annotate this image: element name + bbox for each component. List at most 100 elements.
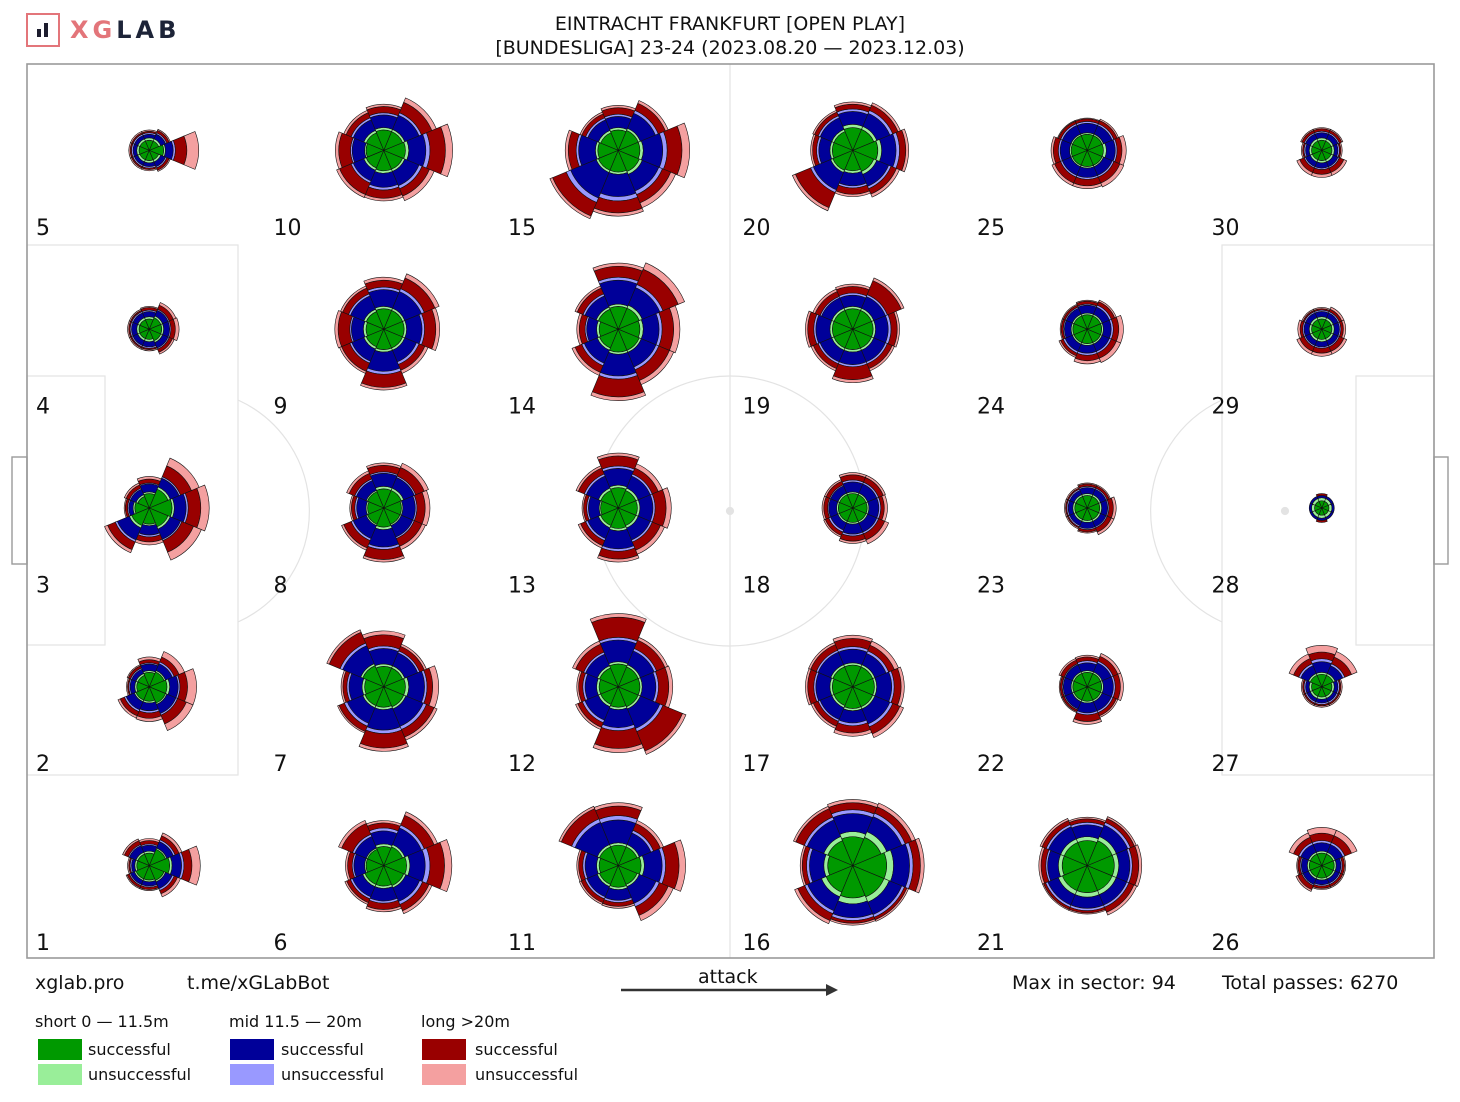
brand-name-part1: XG — [70, 16, 117, 44]
rose-segment-20-N-long_unsuccessful — [833, 101, 872, 109]
rose-segment-5-E-mid_successful — [163, 140, 174, 160]
rose-segment-23-E-long_unsuccessful — [1110, 496, 1117, 520]
legend-long-title: long >20m — [421, 1012, 510, 1031]
rose-segment-23-SE-long_unsuccessful — [1096, 517, 1115, 536]
rose-zone-22 — [1058, 653, 1124, 725]
rose-zone-14 — [571, 262, 686, 401]
rose-segment-9-SE-long_unsuccessful — [400, 345, 429, 374]
rose-segment-1-N-mid_successful — [141, 844, 158, 853]
rose-segment-9-N-long_unsuccessful — [363, 276, 405, 285]
rose-segment-13-S-long_unsuccessful — [597, 554, 640, 563]
rose-zone-18 — [821, 472, 890, 545]
rose-segment-19-S-long_unsuccessful — [831, 375, 874, 383]
rose-segment-24-NE-long_unsuccessful — [1098, 299, 1117, 319]
rose-segment-5-E-long_unsuccessful — [183, 131, 199, 170]
legend-short-unsuccessful-label: unsuccessful — [88, 1065, 192, 1084]
right-penalty-arc — [1150, 399, 1223, 623]
rose-segment-10-E-long_unsuccessful — [440, 123, 453, 178]
rose-segment-11-E-long_unsuccessful — [674, 839, 686, 892]
rose-segment-22-S-long_unsuccessful — [1072, 718, 1103, 725]
rose-segment-6-SE-long_unsuccessful — [402, 883, 433, 915]
rose-segment-28-SE-mid_successful — [1325, 511, 1334, 520]
rose-segment-21-N-mid_successful — [1071, 824, 1104, 840]
rose-segment-20-W-mid_successful — [818, 137, 833, 164]
rose-segment-10-SE-long_unsuccessful — [402, 168, 435, 202]
zone-label-2: 2 — [36, 752, 50, 777]
rose-segment-22-NW-long_unsuccessful — [1058, 658, 1077, 677]
rose-segment-30-SE-long_unsuccessful — [1330, 159, 1348, 176]
zone-label-16: 16 — [743, 931, 771, 956]
rose-segment-9-S-long_unsuccessful — [360, 382, 408, 391]
zone-label-21: 21 — [977, 931, 1005, 956]
rose-segment-21-NW-long_unsuccessful — [1039, 818, 1069, 848]
zone-label-17: 17 — [743, 752, 771, 777]
rose-segment-24-W-mid_successful — [1064, 320, 1073, 339]
bot-link[interactable]: t.me/xGLabBot — [187, 972, 330, 994]
rose-segment-25-E-long_unsuccessful — [1118, 135, 1127, 166]
pitch-markings — [26, 64, 1435, 958]
legend-long-successful-swatch — [422, 1039, 466, 1060]
rose-segment-3-SE-long_unsuccessful — [167, 525, 202, 561]
rose-zone-23 — [1064, 482, 1117, 536]
rose-zone-24 — [1058, 299, 1124, 365]
rose-segment-2-SE-long_unsuccessful — [164, 701, 194, 731]
rose-segment-23-N-mid_successful — [1079, 487, 1096, 496]
zone-label-28: 28 — [1212, 573, 1240, 598]
rose-segment-19-NE-long_unsuccessful — [872, 277, 905, 310]
rose-zone-5 — [128, 128, 199, 172]
rose-zone-29 — [1296, 306, 1348, 357]
rose-segment-4-E-mid_successful — [162, 320, 170, 338]
rose-segment-10-N-long_unsuccessful — [365, 103, 402, 111]
rose-segment-17-N-long_unsuccessful — [832, 635, 873, 643]
rose-segment-20-NE-long_unsuccessful — [871, 102, 901, 133]
rose-segment-15-SW-long_unsuccessful — [549, 177, 592, 220]
rose-zone-12 — [572, 613, 687, 755]
rose-zone-9 — [334, 273, 440, 391]
rose-segment-1-E-mid_successful — [169, 852, 182, 879]
rose-segment-18-SE-long_unsuccessful — [865, 520, 890, 545]
rose-segment-5-SE-long_unsuccessful — [157, 158, 171, 172]
rose-segment-2-N-long_unsuccessful — [137, 656, 162, 663]
rose-segment-7-E-long_unsuccessful — [428, 665, 439, 709]
zone-label-12: 12 — [508, 752, 536, 777]
rose-segment-9-NE-long_unsuccessful — [404, 273, 440, 309]
rose-segment-8-S-long_unsuccessful — [362, 555, 405, 563]
rose-segment-16-SE-long_unsuccessful — [874, 887, 909, 922]
zone-label-4: 4 — [36, 395, 50, 420]
rose-segment-14-NW-long_unsuccessful — [574, 285, 602, 313]
rose-segment-25-SE-long_unsuccessful — [1100, 163, 1125, 188]
rose-zone-30 — [1296, 127, 1348, 178]
rose-segment-6-E-long_unsuccessful — [439, 839, 453, 893]
rose-segment-15-S-long_unsuccessful — [592, 207, 644, 217]
rose-zone-7 — [326, 629, 439, 752]
rose-segment-16-NW-long_unsuccessful — [793, 805, 830, 843]
rose-segment-22-W-mid_successful — [1063, 677, 1073, 697]
zone-label-19: 19 — [743, 395, 771, 420]
rose-segment-23-N-long_unsuccessful — [1077, 482, 1098, 487]
rose-segment-24-E-mid_successful — [1101, 319, 1112, 339]
rose-segment-30-NW-long_unsuccessful — [1300, 128, 1314, 143]
bar-chart-icon — [26, 13, 60, 47]
site-link[interactable]: xglab.pro — [35, 972, 125, 994]
rose-segment-12-SE-long_unsuccessful — [644, 713, 687, 755]
zone-label-14: 14 — [508, 395, 536, 420]
brand-logo: XGLAB — [26, 12, 180, 48]
rose-segment-20-E-mid_successful — [879, 133, 897, 168]
total-passes: Total passes: 6270 — [1222, 972, 1399, 994]
rose-segment-1-NW-long_unsuccessful — [122, 838, 140, 856]
rose-segment-24-N-mid_successful — [1077, 305, 1097, 315]
zone-label-1: 1 — [36, 931, 50, 956]
legend-mid-unsuccessful-swatch — [230, 1064, 274, 1085]
rose-segment-6-NE-long_unsuccessful — [404, 811, 438, 846]
zone-label-24: 24 — [977, 395, 1005, 420]
rose-segment-17-S-mid_successful — [838, 708, 867, 724]
rose-segment-3-N-long_unsuccessful — [136, 476, 162, 482]
rose-segment-14-SE-long_unsuccessful — [639, 350, 675, 386]
rose-zone-11 — [558, 802, 686, 922]
rose-segment-26-SW-long_unsuccessful — [1295, 875, 1313, 892]
legend-short-successful-label: successful — [88, 1040, 171, 1059]
chart-title-line1: EINTRACHT FRANKFURT [OPEN PLAY] — [554, 13, 906, 35]
rose-zone-2 — [117, 651, 197, 731]
rose-segment-3-E-long_unsuccessful — [196, 484, 210, 532]
